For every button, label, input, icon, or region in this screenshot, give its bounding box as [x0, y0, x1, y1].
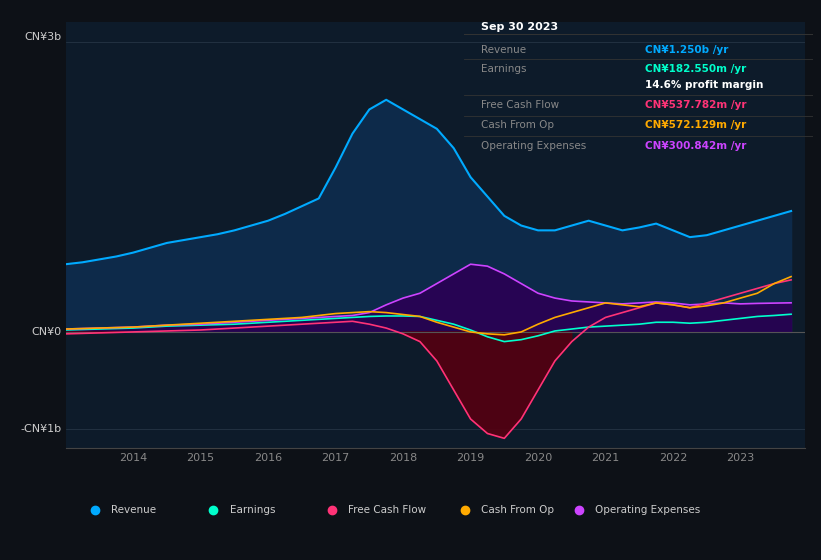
Text: Earnings: Earnings [481, 64, 527, 74]
Text: Sep 30 2023: Sep 30 2023 [481, 22, 558, 32]
Text: Earnings: Earnings [230, 505, 275, 515]
Text: CN¥0: CN¥0 [32, 327, 62, 337]
Text: CN¥300.842m /yr: CN¥300.842m /yr [645, 141, 746, 151]
Text: Operating Expenses: Operating Expenses [481, 141, 586, 151]
Text: Revenue: Revenue [481, 44, 526, 54]
Text: Free Cash Flow: Free Cash Flow [481, 100, 559, 110]
Text: CN¥182.550m /yr: CN¥182.550m /yr [645, 64, 746, 74]
Text: 14.6% profit margin: 14.6% profit margin [645, 81, 764, 90]
Text: -CN¥1b: -CN¥1b [21, 424, 62, 433]
Text: CN¥572.129m /yr: CN¥572.129m /yr [645, 120, 746, 130]
Text: CN¥537.782m /yr: CN¥537.782m /yr [645, 100, 747, 110]
Text: CN¥1.250b /yr: CN¥1.250b /yr [645, 44, 729, 54]
Text: CN¥3b: CN¥3b [25, 32, 62, 42]
Text: Cash From Op: Cash From Op [481, 120, 554, 130]
Text: Operating Expenses: Operating Expenses [595, 505, 700, 515]
Text: Cash From Op: Cash From Op [481, 505, 554, 515]
Text: Free Cash Flow: Free Cash Flow [348, 505, 426, 515]
Text: Revenue: Revenue [112, 505, 157, 515]
